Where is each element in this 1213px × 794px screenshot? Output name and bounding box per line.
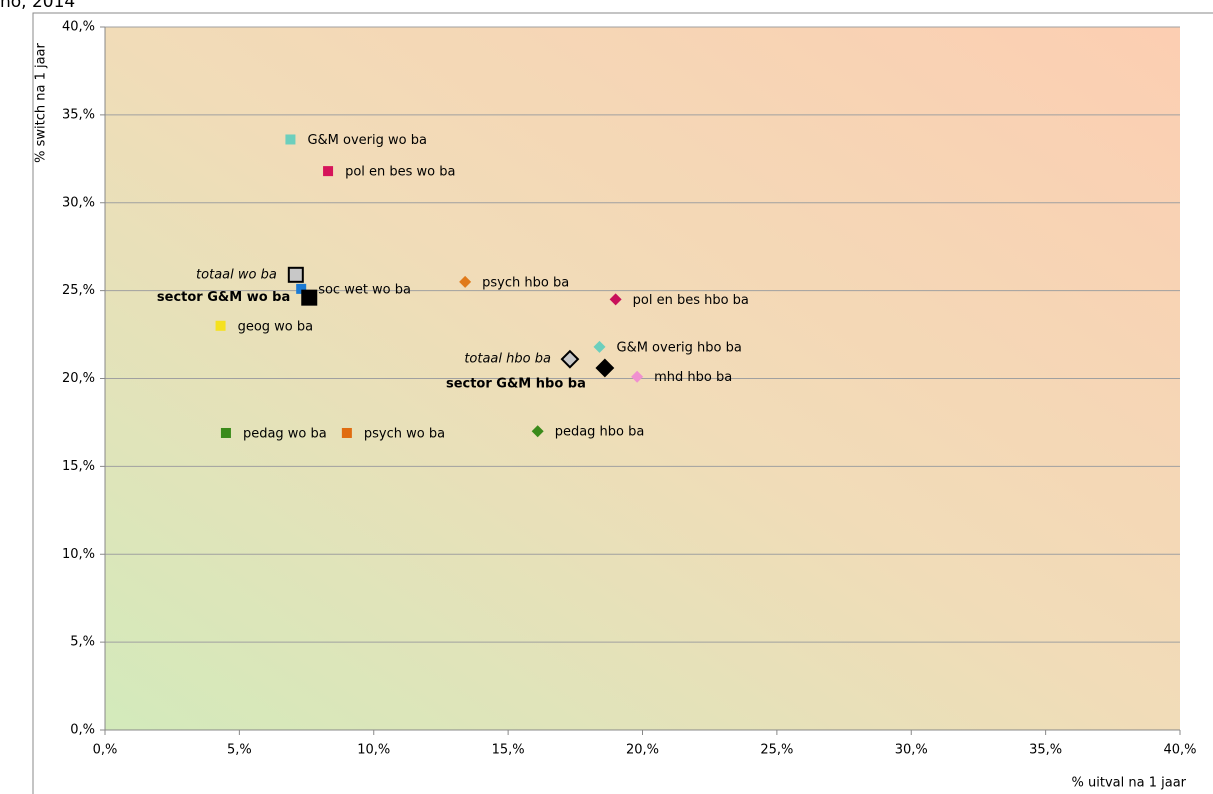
point bbox=[296, 283, 307, 294]
chart-title: no, 2014 bbox=[0, 0, 75, 12]
point-label: soc wet wo ba bbox=[318, 282, 411, 297]
y-tick-label: 25,% bbox=[62, 283, 95, 298]
point-label: totaal wo ba bbox=[196, 267, 277, 282]
point-label: psych wo ba bbox=[364, 426, 445, 441]
point-label: mhd hbo ba bbox=[654, 370, 732, 385]
point-label: pol en bes hbo ba bbox=[633, 293, 749, 308]
x-tick-label: 40,% bbox=[1163, 743, 1196, 758]
point-label: G&M overig hbo ba bbox=[617, 340, 742, 355]
y-tick-label: 35,% bbox=[62, 107, 95, 122]
point bbox=[631, 370, 644, 383]
y-axis-label: % switch na 1 jaar bbox=[34, 42, 49, 162]
point bbox=[287, 266, 304, 283]
chart-frame bbox=[32, 12, 1213, 794]
point-label: psych hbo ba bbox=[482, 275, 569, 290]
x-tick-label: 30,% bbox=[895, 743, 928, 758]
y-tick-label: 15,% bbox=[62, 459, 95, 474]
point-label: sector G&M wo ba bbox=[157, 290, 290, 305]
point bbox=[215, 320, 226, 331]
point-label: pedag hbo ba bbox=[555, 425, 645, 440]
x-tick-label: 35,% bbox=[1029, 743, 1062, 758]
y-tick-label: 0,% bbox=[70, 723, 95, 738]
point-label: pedag wo ba bbox=[243, 426, 327, 441]
y-tick-label: 40,% bbox=[62, 20, 95, 35]
point-label: G&M overig wo ba bbox=[307, 133, 426, 148]
point bbox=[459, 275, 472, 288]
point bbox=[323, 166, 334, 177]
point-label: geog wo ba bbox=[238, 319, 314, 334]
x-tick-label: 10,% bbox=[357, 743, 390, 758]
x-axis-label: % uitval na 1 jaar bbox=[1072, 776, 1187, 791]
y-tick-label: 5,% bbox=[70, 635, 95, 650]
point bbox=[560, 349, 580, 369]
point bbox=[285, 134, 296, 145]
y-tick-label: 20,% bbox=[62, 371, 95, 386]
x-tick-label: 20,% bbox=[626, 743, 659, 758]
y-tick-label: 10,% bbox=[62, 547, 95, 562]
x-tick-label: 25,% bbox=[760, 743, 793, 758]
point bbox=[593, 340, 606, 353]
point-label: totaal hbo ba bbox=[464, 352, 551, 367]
point bbox=[595, 358, 615, 378]
x-tick-label: 5,% bbox=[227, 743, 252, 758]
x-tick-label: 15,% bbox=[492, 743, 525, 758]
point bbox=[220, 427, 231, 438]
point-label: pol en bes wo ba bbox=[345, 165, 455, 180]
x-tick-label: 0,% bbox=[93, 743, 118, 758]
point bbox=[341, 427, 352, 438]
point bbox=[609, 293, 622, 306]
point bbox=[301, 289, 318, 306]
point bbox=[531, 425, 544, 438]
y-tick-label: 30,% bbox=[62, 195, 95, 210]
point-label: sector G&M hbo ba bbox=[446, 376, 586, 391]
